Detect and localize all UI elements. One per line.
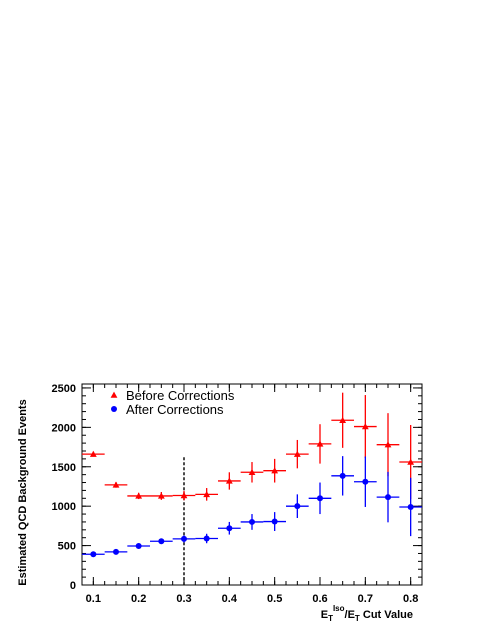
data-point bbox=[226, 525, 233, 532]
y-tick-label: 1000 bbox=[52, 501, 76, 513]
y-axis-title: Estimated QCD Background Events bbox=[17, 399, 29, 585]
data-point bbox=[90, 551, 97, 558]
y-tick-label: 1500 bbox=[52, 462, 76, 474]
y-tick-label: 2500 bbox=[52, 383, 76, 395]
data-point bbox=[339, 416, 347, 423]
x-tick-label: 0.1 bbox=[86, 593, 101, 605]
x-tick-label: 0.5 bbox=[267, 593, 282, 605]
legend-marker bbox=[110, 391, 118, 398]
x-axis-title: ETIso/ET Cut Value bbox=[321, 604, 413, 623]
data-point bbox=[271, 467, 279, 474]
data-point bbox=[113, 548, 119, 555]
legend-label: Before Corrections bbox=[126, 388, 235, 403]
x-tick-label: 0.8 bbox=[403, 593, 418, 605]
data-point bbox=[384, 441, 392, 448]
legend-label: After Corrections bbox=[126, 402, 224, 417]
y-tick-label: 500 bbox=[58, 541, 76, 553]
series-after-corrections bbox=[82, 456, 422, 558]
data-point bbox=[112, 481, 120, 488]
series-before-corrections bbox=[82, 392, 422, 501]
data-point bbox=[294, 503, 301, 510]
data-point bbox=[271, 518, 278, 525]
data-point bbox=[135, 542, 142, 549]
data-point bbox=[157, 492, 165, 499]
plot-axes: 0.1 0.2 0.3 0.4 0.5 0.6 0.7 0.8 0 500 1000 1500 2000… bbox=[52, 383, 423, 605]
data-point bbox=[407, 458, 415, 465]
data-point bbox=[135, 492, 143, 499]
data-point bbox=[180, 492, 188, 499]
data-point bbox=[385, 494, 391, 501]
data-point bbox=[203, 490, 211, 498]
data-point bbox=[203, 535, 210, 542]
data-point bbox=[361, 423, 369, 430]
x-tick-label: 0.6 bbox=[312, 593, 327, 605]
x-tick-label: 0.3 bbox=[176, 593, 191, 605]
y-tick-label: 2000 bbox=[52, 422, 76, 434]
data-point bbox=[181, 535, 187, 542]
data-point bbox=[316, 440, 324, 447]
axis-labels: Estimated QCD Background Events ETIso/ET … bbox=[17, 399, 413, 623]
x-tick-label: 0.4 bbox=[222, 593, 238, 605]
y-tick-label: 0 bbox=[70, 580, 76, 592]
x-tick-label: 0.2 bbox=[131, 593, 146, 605]
data-point bbox=[248, 468, 256, 476]
data-point bbox=[249, 518, 255, 525]
data-point bbox=[158, 538, 165, 545]
data-point bbox=[407, 503, 414, 510]
data-point bbox=[362, 478, 369, 485]
series-layer bbox=[82, 392, 422, 558]
data-point bbox=[225, 477, 233, 484]
data-point bbox=[317, 495, 323, 502]
data-point bbox=[89, 450, 97, 457]
data-point bbox=[339, 472, 346, 479]
x-tick-label: 0.7 bbox=[358, 593, 373, 605]
legend-marker bbox=[111, 406, 117, 412]
data-point bbox=[293, 450, 301, 457]
